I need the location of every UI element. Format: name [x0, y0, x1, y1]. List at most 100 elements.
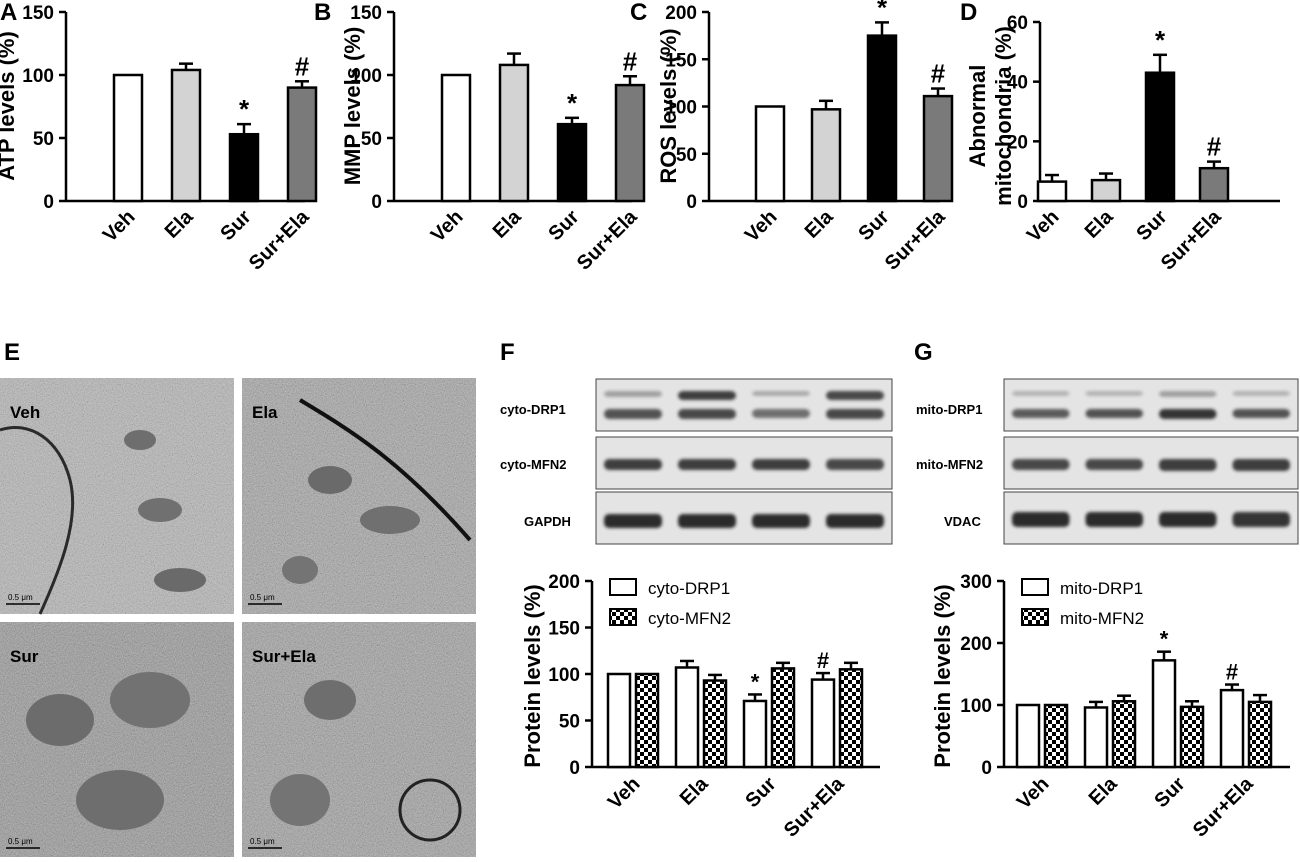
blot-band [1159, 391, 1217, 397]
x-tick-label-d-ela: Ela [1081, 205, 1118, 242]
y-axis-label-b: MMP levels (%) [340, 27, 365, 186]
y-axis-label-line: Abnormal [965, 65, 990, 168]
bar-g-mito-drp1-veh [1015, 703, 1041, 769]
y-tick-label-a: 150 [22, 3, 54, 24]
bar-g-mito-mfn2-veh [1043, 703, 1069, 769]
y-tick-label-f: 100 [548, 665, 580, 686]
blot-band [752, 514, 810, 528]
western-blot-g: G mito-DRP1 mito-MFN2 VDAC [914, 339, 1299, 545]
bar-f-cyto-drp1-veh [606, 672, 632, 769]
y-tick-label-d: 40 [1007, 73, 1028, 94]
bar-f-cyto-mfn2-sur-ela [838, 668, 864, 769]
blot-band [1232, 512, 1290, 527]
blot-label-cyto-mfn2: cyto-MFN2 [500, 457, 566, 472]
y-tick-label-a: 0 [43, 192, 54, 213]
legend-swatch-cyto-drp1 [609, 578, 637, 596]
y-tick-label-d: 20 [1007, 132, 1028, 153]
blot-band [826, 409, 884, 419]
y-axis-label-d: Abnormalmitochondria (%) [965, 26, 1016, 206]
panel-letter-f: F [500, 339, 515, 366]
bar-g-mito-drp1-sur-ela [1219, 688, 1245, 769]
y-axis-label-f: Protein levels (%) [520, 584, 545, 767]
significance-mark-d-sur: * [1155, 25, 1166, 55]
blot-band [678, 514, 736, 528]
em-tile-ela: Ela 0.5 μm [242, 378, 476, 614]
legend-swatch-mito-drp1 [1021, 578, 1049, 596]
y-tick-label-f: 0 [569, 758, 580, 779]
blot-band [678, 409, 736, 419]
bar-g-mito-drp1-sur [1151, 659, 1177, 769]
y-tick-label-c: 100 [665, 98, 697, 119]
bar-f-cyto-mfn2-sur [770, 667, 796, 769]
blot-band [604, 409, 662, 419]
x-tick-label-b-ela: Ela [489, 205, 526, 242]
bar-f-cyto-drp1-ela [674, 666, 700, 769]
blot-band [1085, 459, 1143, 470]
bar-a-veh [112, 73, 144, 203]
y-tick-label-d: 60 [1007, 13, 1028, 34]
chart-mmp-levels: B 0 50 100 150 MMP levels (%) Veh Ela * Sur # Sur+E… [314, 0, 646, 275]
blot-band [678, 459, 736, 470]
y-axis-label-g: Protein levels (%) [930, 584, 955, 767]
bar-g-mito-mfn2-ela [1111, 700, 1137, 769]
bar-a-ela [170, 68, 202, 203]
blot-label-gapdh: GAPDH [524, 514, 571, 529]
bar-b-veh [440, 73, 472, 203]
em-label-sur: Sur [10, 647, 39, 666]
significance-mark-a-sur-ela: # [295, 51, 310, 81]
y-tick-label-g: 300 [960, 572, 992, 593]
scale-bar-veh: 0.5 μm [8, 593, 33, 602]
blot-band [1012, 512, 1070, 527]
blot-band [604, 391, 662, 397]
bar-g-mito-mfn2-sur-ela [1247, 700, 1273, 769]
em-micrograph-panel: E Veh 0.5 μm Ela 0.5 μm [0, 339, 476, 857]
em-label-sur-ela: Sur+Ela [252, 647, 316, 666]
y-tick-label-f: 50 [559, 712, 580, 733]
significance-mark-a-sur: * [239, 94, 250, 124]
bar-c-sur-ela [922, 94, 954, 203]
x-tick-label-a-veh: Veh [99, 206, 140, 247]
y-tick-label-a: 50 [33, 129, 54, 150]
bar-c-veh [754, 105, 786, 203]
x-tick-label-g-sur-ela: Sur+Ela [1189, 772, 1258, 841]
bar-b-sur [556, 122, 588, 203]
blot-strip [1003, 378, 1299, 432]
bar-b-ela [498, 63, 530, 203]
blot-band [1159, 409, 1217, 419]
blot-band [752, 391, 810, 396]
y-tick-label-a: 100 [22, 66, 54, 87]
blot-label-vdac: VDAC [944, 514, 981, 529]
y-tick-label-f: 200 [548, 572, 580, 593]
bar-d-sur-ela [1198, 166, 1230, 203]
legend-label-cyto-mfn2: cyto-MFN2 [648, 609, 731, 628]
panel-letter-a: A [0, 0, 17, 26]
scale-bar-sur: 0.5 μm [8, 837, 33, 846]
em-label-ela: Ela [252, 403, 278, 422]
blot-band [1159, 512, 1217, 527]
bar-f-cyto-drp1-sur [742, 699, 768, 769]
bar-d-veh [1036, 180, 1068, 203]
x-tick-label-a-ela: Ela [161, 205, 198, 242]
y-axis-label-a: ATP levels (%) [0, 31, 19, 181]
legend-label-cyto-drp1: cyto-DRP1 [648, 579, 730, 598]
y-tick-label-g: 200 [960, 634, 992, 655]
blot-band [826, 391, 884, 400]
blot-band [826, 514, 884, 528]
y-tick-label-c: 0 [686, 192, 697, 213]
x-tick-label-g-veh: Veh [1013, 773, 1054, 814]
blot-band [1012, 391, 1070, 396]
panel-letter-b: B [314, 0, 331, 26]
panel-letter-g: G [914, 339, 933, 366]
x-tick-label-c-veh: Veh [741, 206, 782, 247]
significance-mark-c-sur: * [877, 0, 888, 22]
x-tick-label-b-sur-ela: Sur+Ela [573, 205, 642, 274]
significance-mark-g-sur-ela: # [1226, 660, 1238, 685]
x-tick-label-f-veh: Veh [604, 773, 645, 814]
panel-letter-c: C [630, 0, 647, 26]
y-tick-label-d: 0 [1017, 192, 1028, 213]
bar-c-ela [810, 108, 842, 203]
chart-ros-levels: C 0 50 100 150 200 ROS levels (%) Veh Ela * Sur # Su… [630, 0, 954, 275]
